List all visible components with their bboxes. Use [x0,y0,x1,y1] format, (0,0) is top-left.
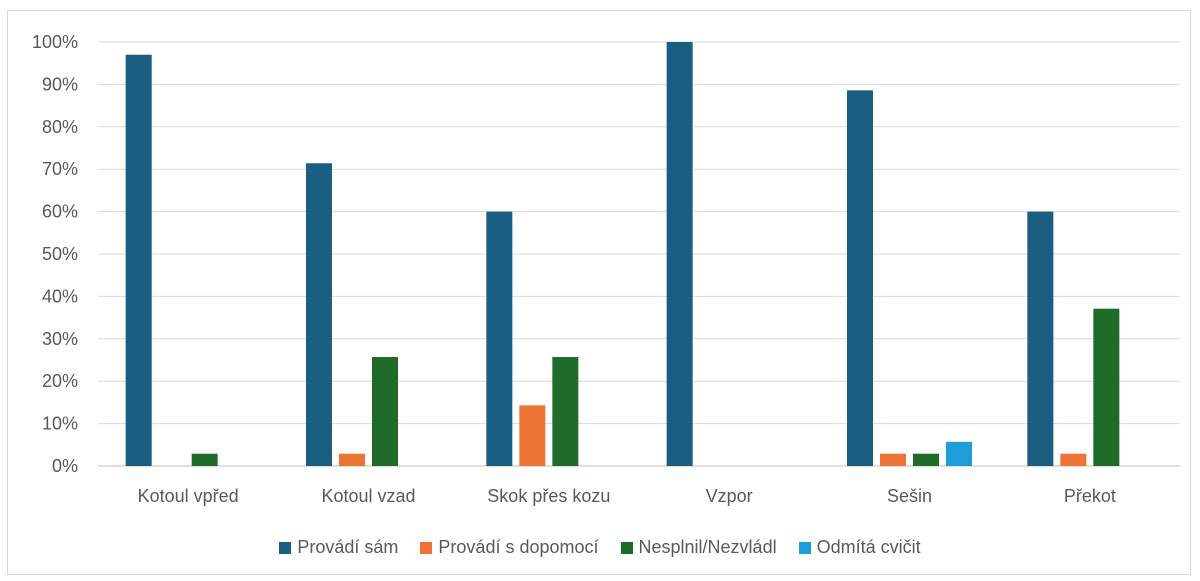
x-category-label: Vzpor [706,486,753,506]
chart-frame [7,10,1191,575]
bar [847,90,873,466]
legend-item: Provádí s dopomocí [420,537,599,558]
chart-legend: Provádí sám Provádí s dopomocí Nesplnil/Ne… [0,537,1200,558]
y-tick-label: 100% [32,32,78,52]
legend-swatch [620,541,633,554]
legend-label: Odmítá cvičit [816,537,921,557]
y-tick-label: 90% [42,74,78,94]
x-category-label: Skok přes kozu [487,486,610,506]
y-tick-label: 30% [42,329,78,349]
bar [666,42,693,466]
legend-label: Provádí sám [297,537,399,557]
legend-label: Provádí s dopomocí [438,537,599,557]
x-category-label: Kotoul vpřed [138,486,239,506]
y-tick-label: 80% [42,117,78,137]
legend-label: Nesplnil/Nezvládl [638,537,777,557]
bar [372,357,398,466]
legend-item: Nesplnil/Nezvládl [620,537,777,558]
bar [191,453,218,466]
y-tick-label: 40% [42,286,78,306]
bar [946,441,972,466]
x-category-label: Kotoul vzad [321,486,415,506]
legend-swatch [279,541,292,554]
bar [519,405,546,466]
legend-swatch [798,541,811,554]
bar [913,453,939,466]
legend-item: Provádí sám [279,537,398,558]
y-tick-label: 20% [42,371,78,391]
bar [306,163,332,467]
legend-swatch [420,541,433,554]
x-category-label: Sešin [887,486,932,506]
bar [1093,308,1120,466]
bar [125,54,152,466]
bar [552,357,579,466]
y-tick-label: 0% [52,456,78,476]
y-tick-label: 70% [42,159,78,179]
x-category-label: Překot [1064,486,1116,506]
bar [1060,453,1087,466]
bar [1027,211,1054,466]
y-tick-label: 50% [42,244,78,264]
y-tick-label: 10% [42,414,78,434]
bar [880,453,906,466]
y-tick-label: 60% [42,202,78,222]
bar [339,453,365,466]
bar [486,211,513,466]
legend-item: Odmítá cvičit [798,537,921,558]
